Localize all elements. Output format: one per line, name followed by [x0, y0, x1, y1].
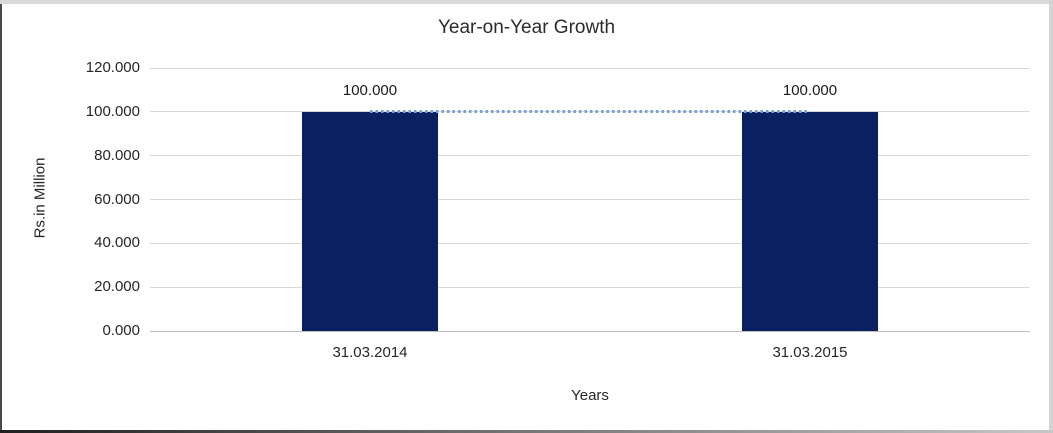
y-tick-label: 40.000	[94, 234, 140, 252]
gridline	[150, 330, 1030, 332]
bar-data-label: 100.000	[782, 81, 838, 99]
bar	[302, 111, 438, 331]
x-axis-title: Years	[571, 387, 609, 404]
bar	[742, 111, 878, 331]
y-tick-label: 60.000	[94, 190, 140, 208]
y-tick-label: 80.000	[94, 146, 140, 164]
gridline	[150, 286, 1030, 288]
gridline	[150, 199, 1030, 200]
frame-border-bottom	[0, 430, 1053, 433]
y-tick-label: 120.000	[85, 59, 140, 76]
gridline	[150, 242, 1030, 244]
x-tick-label: 31.03.2015	[772, 344, 848, 361]
gridline	[150, 67, 1030, 69]
frame-border-top	[0, 0, 1053, 4]
trend-dotted-line	[370, 109, 810, 113]
y-tick-label: 0.000	[102, 322, 140, 339]
chart-title: Year-on-Year Growth	[437, 17, 616, 38]
y-tick-label: 20.000	[94, 278, 140, 296]
x-tick-label: 31.03.2014	[332, 344, 408, 361]
frame-border-right	[1049, 0, 1053, 433]
y-tick-label: 100.000	[85, 102, 140, 120]
bar-data-label: 100.000	[342, 81, 398, 99]
gridline	[150, 155, 1030, 157]
frame-border-left	[0, 4, 2, 430]
